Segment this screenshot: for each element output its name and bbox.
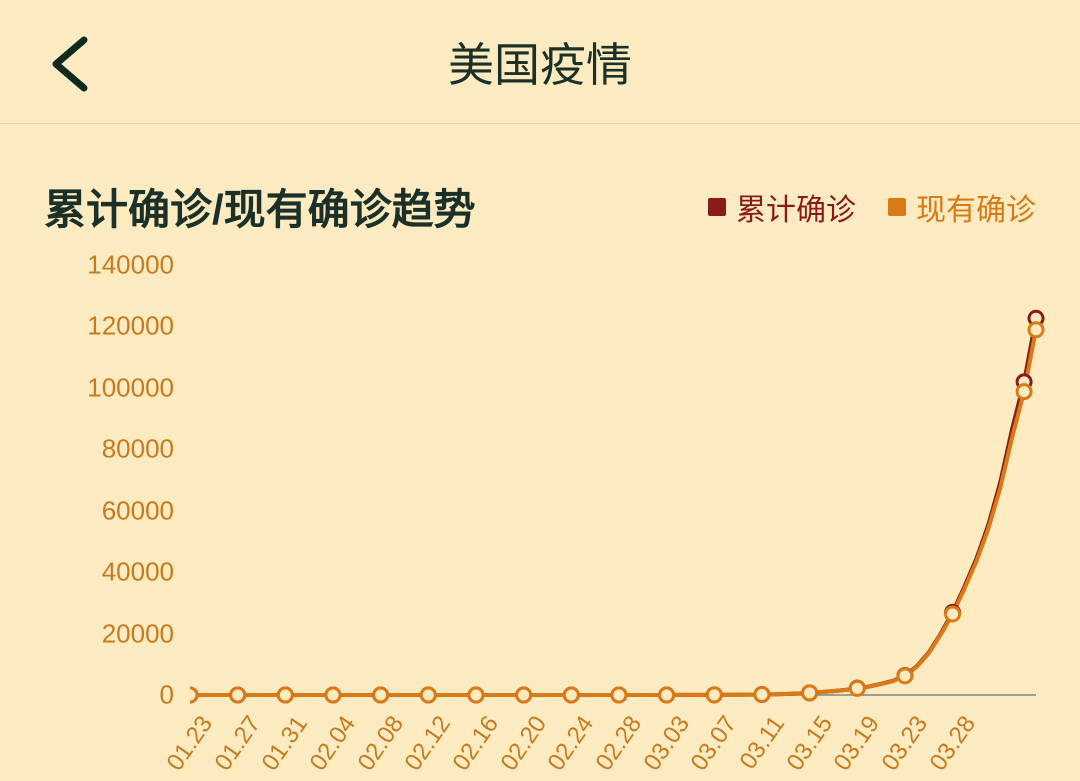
chart-section: 累计确诊/现有确诊趋势 累计确诊现有确诊 0200004000060000800… (0, 124, 1080, 237)
data-marker (190, 688, 197, 702)
data-marker (374, 688, 388, 702)
chart-header: 累计确诊/现有确诊趋势 累计确诊 现有确诊 (44, 176, 1036, 237)
data-marker (564, 688, 578, 702)
x-tick-label: 02.24 (543, 711, 600, 776)
legend-swatch (888, 198, 906, 216)
x-tick-label: 03.19 (829, 711, 886, 776)
data-marker (850, 681, 864, 695)
chart-plot (190, 265, 1056, 705)
y-tick-label: 140000 (87, 250, 174, 281)
x-tick-label: 01.27 (209, 711, 266, 776)
data-marker (707, 688, 721, 702)
data-marker (803, 686, 817, 700)
series-line (190, 330, 1036, 695)
data-marker (755, 688, 769, 702)
data-marker (946, 607, 960, 621)
data-marker (1017, 385, 1031, 399)
y-tick-label: 120000 (87, 311, 174, 342)
back-icon (46, 36, 94, 92)
page-header: 美国疫情 (0, 0, 1080, 124)
x-tick-label: 02.28 (591, 711, 648, 776)
data-marker (326, 688, 340, 702)
data-marker (421, 688, 435, 702)
x-tick-label: 02.04 (305, 711, 362, 776)
series-line (190, 318, 1036, 695)
data-marker (469, 688, 483, 702)
x-tick-label: 03.11 (735, 711, 791, 775)
x-tick-label: 03.28 (924, 711, 981, 776)
legend-label: 累计确诊 (736, 185, 856, 229)
data-marker (612, 688, 626, 702)
legend-item: 累计确诊 (708, 185, 856, 229)
y-tick-label: 0 (160, 680, 174, 711)
x-tick-label: 02.12 (400, 711, 457, 776)
x-tick-label: 03.03 (638, 711, 695, 776)
data-marker (278, 688, 292, 702)
data-marker (660, 688, 674, 702)
y-tick-label: 60000 (102, 495, 174, 526)
x-tick-label: 01.31 (257, 711, 314, 776)
y-tick-label: 80000 (102, 434, 174, 465)
x-tick-label: 02.20 (495, 711, 552, 776)
x-tick-label: 03.15 (781, 711, 838, 776)
y-axis-labels: 020000400006000080000100000120000140000 (44, 265, 174, 695)
y-tick-label: 20000 (102, 618, 174, 649)
legend-item: 现有确诊 (888, 185, 1036, 229)
chart-title: 累计确诊/现有确诊趋势 (44, 176, 476, 237)
page-title: 美国疫情 (0, 29, 1080, 95)
data-marker (1029, 323, 1043, 337)
x-tick-label: 01.23 (162, 711, 219, 776)
y-tick-label: 100000 (87, 372, 174, 403)
data-marker (898, 669, 912, 683)
x-tick-label: 03.07 (686, 711, 743, 776)
legend-label: 现有确诊 (916, 185, 1036, 229)
x-tick-label: 02.16 (448, 711, 505, 776)
data-marker (517, 688, 531, 702)
back-button[interactable] (46, 36, 94, 92)
y-tick-label: 40000 (102, 557, 174, 588)
chart-legend: 累计确诊 现有确诊 (708, 185, 1036, 229)
x-tick-label: 03.23 (876, 711, 933, 776)
data-marker (231, 688, 245, 702)
legend-swatch (708, 198, 726, 216)
x-tick-label: 02.08 (352, 711, 409, 776)
